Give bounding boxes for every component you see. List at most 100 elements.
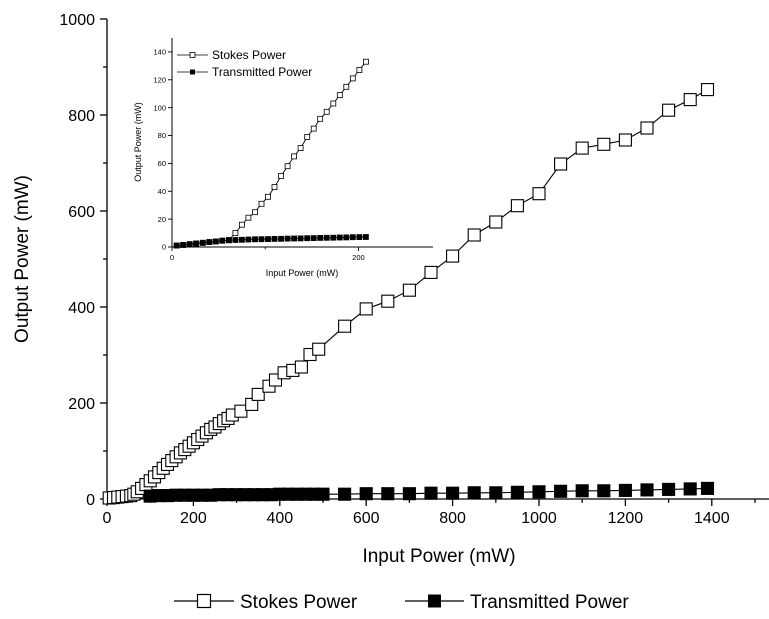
main-y-tick-label: 1000 (59, 12, 95, 29)
inset-series-1-point (330, 234, 337, 241)
inset-series-0-point (252, 209, 258, 216)
inset-series-1-point (278, 235, 285, 242)
inset-x-axis-label: Input Power (mW) (266, 268, 339, 278)
main-series-0-point (575, 141, 589, 155)
main-series-0-point (597, 137, 611, 151)
inset-series-1-point (193, 240, 200, 247)
main-x-tick-label: 1000 (521, 510, 557, 527)
main-x-tick-label: 600 (353, 510, 380, 527)
inset-series-1-point (232, 237, 239, 243)
inset-series-1-point (310, 235, 317, 242)
inset-legend: Stokes Power Transmitted Power (177, 48, 312, 79)
main-x-tick-label: 0 (103, 510, 112, 527)
inset-series-1-point (199, 239, 206, 246)
inset-series-1-point (219, 237, 226, 244)
inset-y-ticks: 0 20 40 60 80 100 120 140 (153, 48, 172, 252)
inset-series-0-point (310, 125, 317, 132)
main-x-tick-label: 800 (439, 510, 466, 527)
inset-background (167, 32, 437, 253)
inset-series-0-point (271, 184, 278, 191)
inset-series-1-point (252, 236, 258, 243)
inset-y-tick-label: 100 (153, 103, 166, 112)
inset-series-1-point (180, 241, 187, 248)
inset-series-0-point (291, 153, 298, 160)
main-series-1-point (359, 487, 373, 501)
main-series-0-point (662, 103, 676, 117)
main-series-0-point (359, 302, 373, 316)
inset-series-0-point (323, 108, 330, 115)
inset-series-1-point (186, 241, 193, 248)
inset-series-1-point (343, 234, 350, 241)
main-series-1-point (489, 486, 503, 500)
inset-y-tick-label: 80 (158, 131, 166, 140)
inset-series-0-point (265, 193, 271, 200)
inset-series-0-point (349, 75, 356, 82)
inset-legend-transmitted-label: Transmitted Power (212, 65, 312, 79)
inset-chart: 0 200 0 20 40 60 80 100 120 140 Input Power (mW)… (133, 32, 437, 278)
inset-series-1-point (336, 234, 343, 241)
main-series-1-point (618, 483, 632, 497)
inset-x-ticks: 0 200 (170, 247, 365, 262)
inset-series-1-point (349, 234, 356, 241)
inset-series-0-point (336, 92, 343, 98)
inset-series-1-point (356, 234, 363, 241)
inset-series-1-point (323, 234, 330, 241)
main-series-1-point (467, 486, 481, 500)
inset-series-1-point (238, 236, 245, 243)
inset-series-0-point (297, 145, 304, 152)
main-x-tick-label: 400 (266, 510, 293, 527)
main-series-0-point (446, 249, 460, 263)
inset-y-tick-label: 20 (158, 215, 166, 224)
main-series-1-point (381, 487, 395, 501)
main-x-ticks: 0 200 400 600 800 1000 1200 1400 (103, 499, 756, 527)
main-y-tick-label: 600 (68, 204, 95, 221)
inset-series-1-point (225, 237, 232, 244)
inset-series-1-point (284, 235, 291, 242)
inset-series-1-point (206, 239, 213, 246)
main-series-1-point (532, 485, 546, 499)
inset-series-0-point (232, 230, 239, 237)
main-series-0-point (489, 215, 503, 229)
inset-y-tick-label: 120 (153, 76, 166, 85)
main-series-1-point (554, 484, 568, 498)
inset-legend-stokes-label: Stokes Power (212, 48, 286, 62)
inset-y-tick-label: 40 (158, 187, 166, 196)
main-series-0-point (338, 319, 352, 333)
main-y-tick-label: 400 (68, 300, 95, 317)
main-series-0-point (510, 199, 524, 213)
inset-series-0-point (238, 221, 245, 228)
main-series-0-point (294, 360, 308, 374)
main-x-axis-label: Input Power (mW) (362, 546, 515, 567)
main-series-0-point (618, 133, 632, 147)
main-series-1-point (424, 486, 438, 500)
main-series-1-point (640, 483, 654, 497)
legend-transmitted-label: Transmitted Power (470, 592, 629, 613)
inset-series-1-point (212, 238, 219, 245)
main-series-1-point (402, 487, 416, 501)
inset-series-1-point (304, 235, 311, 242)
inset-series-0-point (317, 115, 324, 122)
main-series-0-point (700, 83, 715, 97)
inset-y-tick-label: 0 (162, 243, 166, 252)
main-y-tick-label: 800 (68, 108, 95, 125)
main-series-0-point (640, 121, 654, 135)
inset-series-1-point (271, 235, 278, 242)
inset-y-tick-label: 60 (158, 159, 166, 168)
inset-series-0-point (245, 214, 252, 221)
main-x-tick-label: 200 (180, 510, 207, 527)
main-x-tick-label: 1200 (608, 510, 644, 527)
main-series-1-point (510, 485, 524, 499)
main-series-0-point (424, 265, 438, 279)
main-y-tick-label: 0 (86, 492, 95, 509)
main-series-1-point (338, 487, 352, 501)
main-series-0-point (402, 283, 416, 297)
main-series-1-point (683, 482, 697, 496)
main-series-0-point (532, 187, 546, 201)
main-series-0-point (251, 387, 265, 401)
main-series-1-point (316, 487, 330, 501)
main-series-1-point (662, 482, 676, 496)
inset-series-0-point (343, 83, 350, 90)
main-series-1-point (575, 484, 589, 498)
main-x-tick-label: 1400 (694, 510, 730, 527)
